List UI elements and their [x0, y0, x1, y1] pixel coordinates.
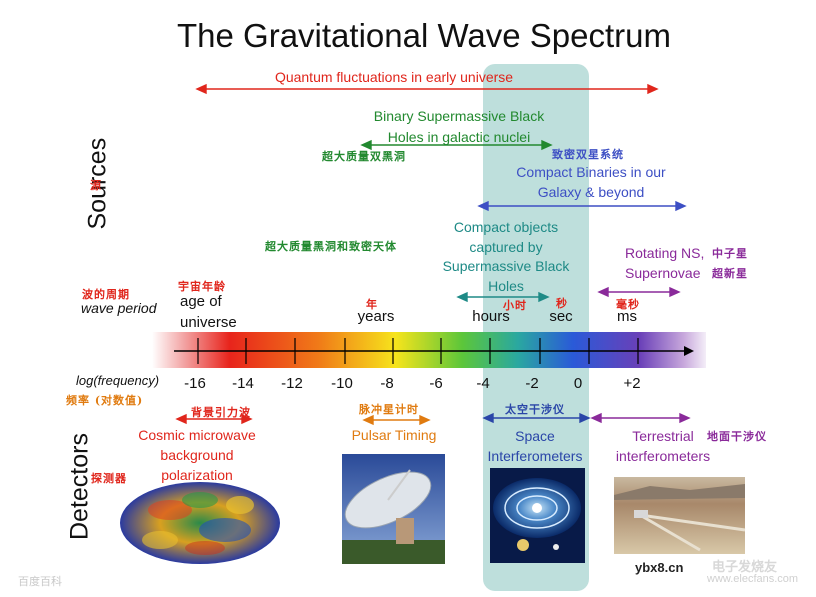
- tick-label: -6: [429, 375, 443, 392]
- detector-cmb-label: Cosmic microwave background polarization: [138, 427, 256, 483]
- period-sec: sec: [549, 308, 573, 325]
- axis-tick-marks: [197, 338, 639, 364]
- detector-space-label: Space Interferometers: [487, 428, 583, 464]
- period-age-universe: age of universe: [180, 293, 237, 331]
- compact-binaries-arrow: [477, 200, 687, 212]
- detector-pulsar-label: Pulsar Timing: [351, 427, 437, 443]
- detector-terrestrial-label: Terrestrial interferometers: [615, 428, 711, 464]
- tick-label: -16: [184, 375, 206, 392]
- source-rotating-ns-cn-1: 中子星: [712, 247, 748, 260]
- period-hours: hours: [472, 308, 510, 325]
- tick-label: -2: [525, 375, 539, 392]
- tick-label: 0: [573, 375, 583, 392]
- source-compact-objects-label: Compact objects captured by Supermassive…: [442, 219, 570, 294]
- period-sec-cn: 秒: [556, 297, 568, 310]
- detectors-cn-label: 探测器: [91, 472, 127, 485]
- space-band-highlight: [483, 64, 589, 591]
- period-years-cn: 年: [366, 298, 378, 311]
- space-interferometer-image: [490, 468, 585, 563]
- detector-cmb-cn: 背景引力波: [191, 406, 251, 419]
- elecfans-url-watermark: www.elecfans.com: [707, 573, 799, 585]
- rotating-ns-arrow: [597, 286, 681, 298]
- period-ms-cn: 毫秒: [616, 298, 640, 311]
- source-compact-binaries-label: Compact Binaries in our Galaxy & beyond: [516, 164, 666, 200]
- tick-label: -4: [476, 375, 490, 392]
- source-rotating-ns-cn-2: 超新星: [712, 267, 748, 280]
- detector-space-cn: 太空干涉仪: [505, 403, 565, 416]
- baidu-watermark: 百度百科: [18, 576, 62, 588]
- tick-label: -8: [380, 375, 394, 392]
- ligo-site-image: [614, 477, 746, 554]
- elecfans-watermark: 电子发烧友: [712, 559, 778, 574]
- period-age-cn: 宇宙年龄: [178, 280, 226, 293]
- tick-label: -12: [281, 375, 303, 392]
- tick-label: -10: [331, 375, 353, 392]
- detector-pulsar-cn: 脉冲星计时: [359, 403, 419, 416]
- source-compact-binaries-cn: 致密双星系统: [552, 148, 624, 161]
- source-quantum-label: Quantum fluctuations in early universe: [274, 69, 514, 85]
- detector-terrestrial-cn: 地面干涉仪: [707, 430, 767, 443]
- sources-cn-label: 源: [90, 179, 102, 192]
- spectrum-bar: [152, 332, 706, 368]
- pulsar-arrow: [362, 414, 431, 426]
- axis-arrowhead: [684, 346, 694, 356]
- site-watermark: ybx8.cn: [635, 560, 684, 575]
- period-cn-label: 波的周期: [82, 288, 130, 301]
- period-years: years: [357, 308, 395, 325]
- tick-label: -14: [232, 375, 254, 392]
- quantum-arrow: [195, 83, 659, 95]
- cmb-arrow: [175, 413, 253, 425]
- page-title: The Gravitational Wave Spectrum: [177, 17, 671, 54]
- terrestrial-arrow: [590, 412, 691, 424]
- period-ms: ms: [617, 308, 637, 325]
- tick-label: +2: [623, 375, 641, 392]
- binary-smbh-arrow: [360, 139, 553, 151]
- cmb-map-image: [120, 482, 280, 564]
- source-compact-objects-cn: 超大质量黑洞和致密天体: [265, 240, 397, 253]
- detectors-label: Detectors: [65, 433, 94, 540]
- period-hours-cn: 小时: [503, 299, 527, 312]
- compact-objects-arrow: [456, 291, 550, 303]
- frequency-cn-label: 频率 (对数值): [66, 394, 144, 407]
- source-binary-smbh-label: Binary Supermassive Black Holes in galac…: [373, 108, 545, 145]
- source-rotating-ns-label: Rotating NS, Supernovae: [625, 245, 705, 281]
- source-binary-smbh-cn: 超大质量双黑洞: [322, 150, 406, 163]
- radio-telescope-image: [342, 454, 445, 564]
- space-arrow: [482, 412, 591, 424]
- period-en-label: wave period: [81, 300, 157, 316]
- frequency-en-label: log(frequency): [76, 373, 160, 388]
